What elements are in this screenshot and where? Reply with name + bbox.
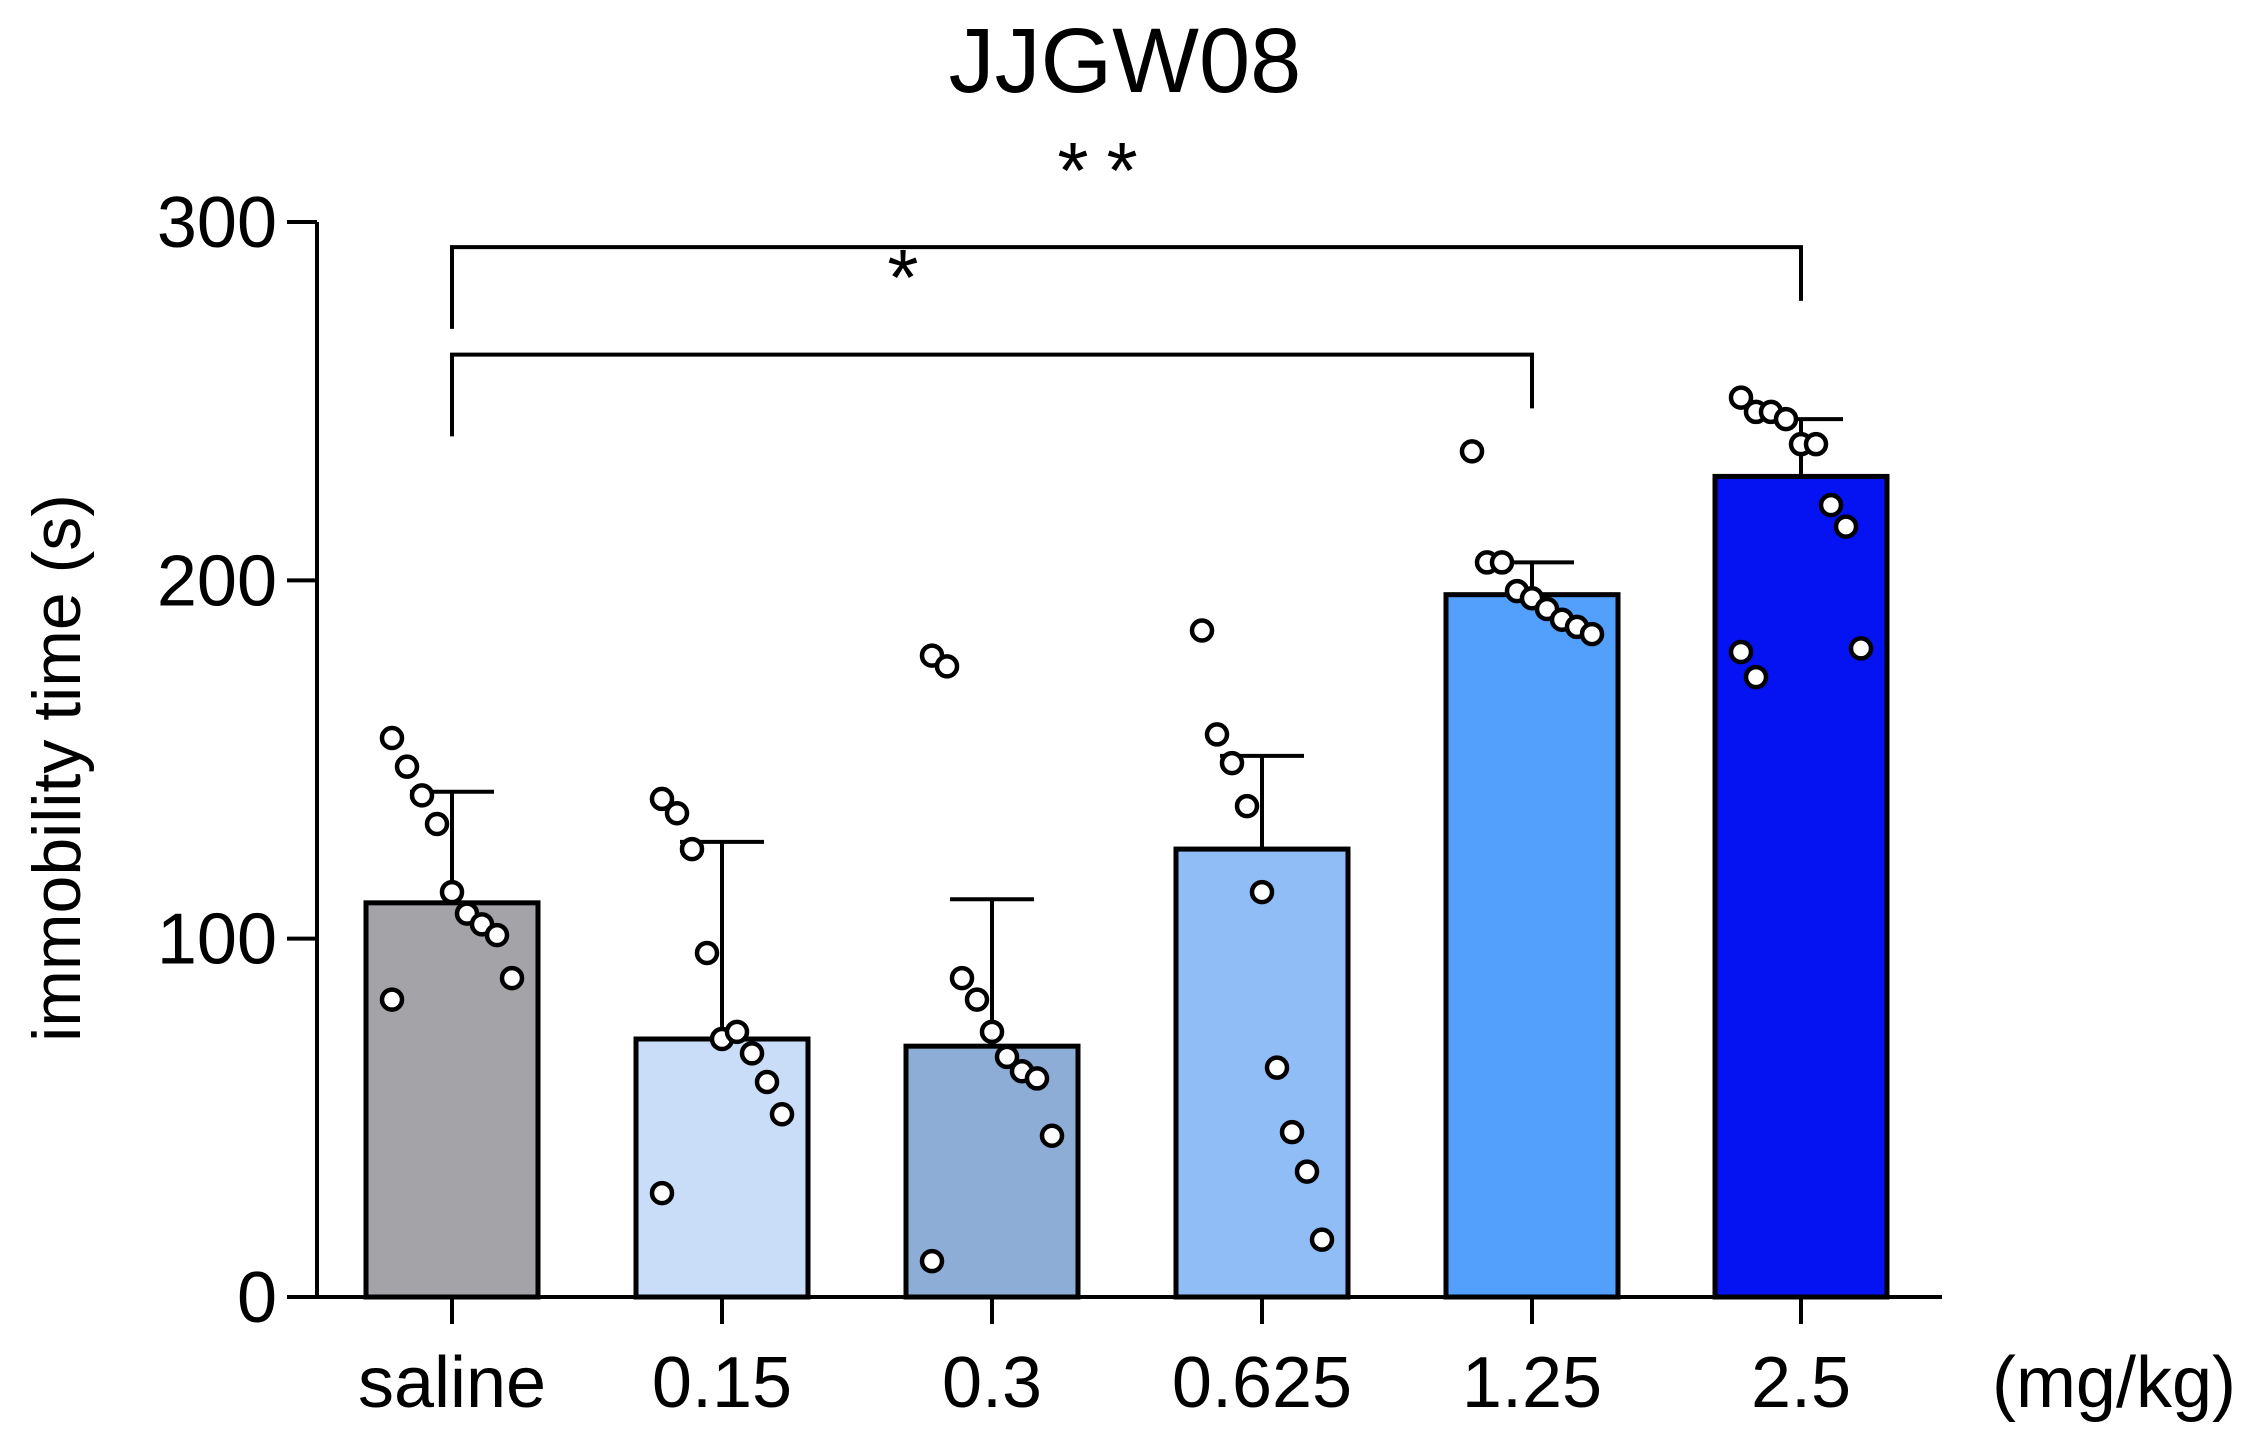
- x-tick-label: 0.3: [942, 1343, 1042, 1423]
- y-tick-label: 200: [157, 541, 277, 621]
- data-point: [1294, 1159, 1320, 1184]
- data-point: [1579, 621, 1605, 647]
- data-point: [994, 1044, 1020, 1070]
- data-point: [1728, 385, 1754, 410]
- bar: [1173, 846, 1351, 1300]
- data-point: [649, 786, 675, 812]
- data-point: [919, 1248, 945, 1274]
- data-point: [1848, 636, 1874, 661]
- significance-stars: **: [1057, 126, 1155, 215]
- data-point: [1219, 750, 1245, 776]
- y-tick-label: 0: [237, 1258, 277, 1338]
- significance-bracket: [450, 245, 1803, 329]
- data-point: [1204, 722, 1230, 747]
- bar: [1443, 592, 1621, 1300]
- data-point: [1309, 1227, 1335, 1252]
- data-point: [1249, 879, 1275, 905]
- bar: [363, 900, 541, 1300]
- data-point: [769, 1102, 795, 1127]
- data-point: [694, 940, 720, 966]
- data-point: [1833, 514, 1859, 539]
- data-point: [649, 1180, 675, 1206]
- data-point: [484, 922, 510, 948]
- data-point: [679, 836, 705, 862]
- chart-title: JJGW08: [949, 10, 1302, 112]
- data-point: [409, 783, 435, 808]
- data-point: [1234, 793, 1260, 819]
- data-point: [949, 965, 975, 991]
- data-point: [1024, 1066, 1050, 1091]
- data-point: [1189, 618, 1215, 643]
- data-point: [1039, 1123, 1065, 1148]
- data-point: [964, 987, 990, 1012]
- data-point: [724, 1019, 750, 1045]
- data-point: [379, 987, 405, 1012]
- bar: [1712, 473, 1890, 1300]
- data-point: [1489, 550, 1515, 575]
- data-point: [1743, 664, 1769, 690]
- data-point: [1279, 1119, 1305, 1145]
- data-point: [499, 965, 525, 991]
- data-point: [1773, 406, 1799, 432]
- data-point: [394, 754, 420, 779]
- data-point: [439, 879, 465, 905]
- data-point: [424, 811, 450, 837]
- data-point: [1818, 492, 1844, 518]
- data-point: [379, 725, 405, 751]
- y-axis-label: immobility time (s): [19, 494, 95, 1042]
- x-tick-label: 0.625: [1172, 1343, 1352, 1423]
- x-tick-label: 1.25: [1462, 1343, 1602, 1423]
- data-point: [1459, 439, 1485, 464]
- x-tick-label: 2.5: [1751, 1343, 1851, 1423]
- significance-bracket: [450, 352, 1534, 437]
- x-tick-label: saline: [358, 1343, 546, 1423]
- y-tick-label: 300: [157, 183, 277, 263]
- data-point: [1803, 431, 1829, 457]
- data-point: [979, 1019, 1005, 1045]
- data-point: [1728, 639, 1754, 665]
- data-point: [754, 1069, 780, 1095]
- x-unit-label: (mg/kg): [1992, 1343, 2236, 1423]
- data-point: [664, 801, 690, 826]
- data-point: [1264, 1055, 1290, 1080]
- data-point: [739, 1041, 765, 1066]
- x-tick-label: 0.15: [652, 1343, 792, 1423]
- y-tick-label: 100: [157, 900, 277, 980]
- data-point: [934, 654, 960, 679]
- bar: [633, 1036, 811, 1300]
